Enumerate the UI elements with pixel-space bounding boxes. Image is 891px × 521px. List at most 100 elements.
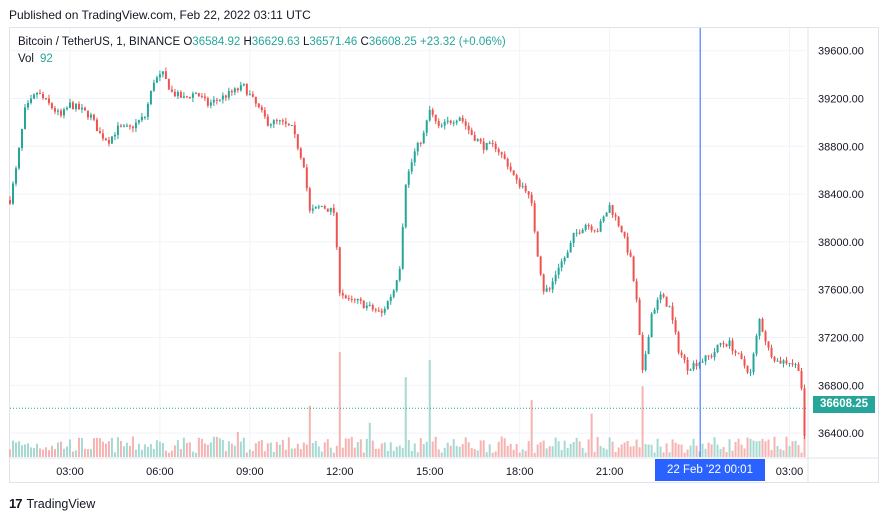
candle-body bbox=[473, 135, 476, 141]
volume-bar bbox=[650, 444, 653, 457]
candle-body bbox=[629, 252, 632, 257]
volume-bar bbox=[89, 448, 92, 457]
candle-body bbox=[563, 257, 566, 262]
volume-bar bbox=[458, 446, 461, 457]
candle-body bbox=[308, 188, 311, 211]
candle-body bbox=[590, 226, 593, 231]
volume-bar bbox=[731, 450, 734, 457]
candle-body bbox=[215, 99, 218, 101]
candle-body bbox=[365, 305, 368, 308]
volume-bar bbox=[758, 440, 761, 457]
candle-body bbox=[536, 231, 539, 257]
candle-body bbox=[422, 132, 425, 144]
candle-body bbox=[146, 104, 149, 117]
volume-bar bbox=[710, 444, 713, 457]
candle-body bbox=[161, 71, 164, 75]
volume-bar bbox=[20, 445, 23, 457]
candle-body bbox=[419, 142, 422, 144]
volume-bar bbox=[344, 438, 347, 457]
candle-body bbox=[275, 120, 278, 122]
candle-body bbox=[65, 107, 68, 110]
volume-bar bbox=[86, 449, 89, 457]
candle-body bbox=[782, 360, 785, 364]
volume-bar bbox=[407, 439, 410, 457]
volume-bar bbox=[599, 445, 602, 457]
volume-bar bbox=[476, 450, 479, 457]
candle-body bbox=[407, 171, 410, 185]
volume-bar bbox=[323, 442, 326, 457]
volume-bar bbox=[47, 450, 50, 457]
volume-bar bbox=[392, 450, 395, 457]
volume-bar bbox=[431, 441, 434, 457]
candle-body bbox=[92, 114, 95, 120]
volume-bar bbox=[311, 442, 314, 457]
volume-bar bbox=[215, 436, 218, 457]
volume-bar bbox=[284, 449, 287, 457]
volume-bar bbox=[794, 440, 797, 457]
last-price-tag: 36608.25 bbox=[813, 396, 875, 413]
candle-body bbox=[740, 353, 743, 359]
candle-body bbox=[770, 347, 773, 358]
volume-bar bbox=[386, 450, 389, 457]
volume-bar bbox=[689, 445, 692, 457]
volume-bar bbox=[110, 437, 113, 457]
volume-bar bbox=[671, 439, 674, 457]
candle-body bbox=[350, 298, 353, 300]
candle-body bbox=[68, 102, 71, 108]
candle-body bbox=[86, 110, 89, 118]
close-label: C bbox=[360, 36, 369, 48]
volume-bar bbox=[752, 440, 755, 457]
volume-bar bbox=[383, 442, 386, 457]
volume-bar bbox=[653, 452, 656, 457]
volume-bar bbox=[521, 449, 524, 457]
volume-bar bbox=[554, 437, 557, 457]
volume-bar bbox=[131, 436, 134, 457]
volume-bar bbox=[620, 444, 623, 457]
volume-bar bbox=[206, 444, 209, 457]
volume-bar bbox=[443, 447, 446, 457]
tradingview-brand[interactable]: 17 TradingView bbox=[9, 496, 95, 511]
candle-body bbox=[299, 148, 302, 158]
candle-body bbox=[677, 332, 680, 353]
volume-bar bbox=[746, 437, 749, 457]
volume-bar bbox=[560, 449, 563, 457]
volume-bar bbox=[779, 449, 782, 457]
volume-bar bbox=[776, 445, 779, 457]
candle-body bbox=[260, 107, 263, 111]
volume-bar bbox=[791, 441, 794, 457]
volume-bar bbox=[545, 448, 548, 457]
volume-bar bbox=[161, 443, 164, 457]
candle-body bbox=[599, 221, 602, 232]
candle-body bbox=[620, 225, 623, 233]
candle-body bbox=[89, 114, 92, 118]
volume-bar bbox=[242, 437, 245, 457]
candle-body bbox=[74, 103, 77, 110]
candle-body bbox=[134, 122, 137, 129]
volume-bar bbox=[734, 442, 737, 457]
volume-bar bbox=[410, 450, 413, 457]
candle-body bbox=[29, 98, 32, 103]
candle-body bbox=[494, 143, 497, 150]
candle-body bbox=[557, 267, 560, 275]
candle-body bbox=[689, 369, 692, 371]
candle-body bbox=[236, 88, 239, 91]
candle-body bbox=[104, 138, 107, 141]
volume-bar bbox=[308, 405, 311, 457]
candle-body bbox=[77, 103, 80, 110]
volume-bar bbox=[665, 443, 668, 457]
volume-bar bbox=[401, 447, 404, 457]
volume-bar bbox=[662, 452, 665, 457]
volume-bar bbox=[704, 448, 707, 457]
volume-bar bbox=[452, 439, 455, 457]
volume-bar bbox=[743, 448, 746, 457]
volume-bar bbox=[116, 437, 119, 457]
volume-bar bbox=[428, 359, 431, 457]
candle-body bbox=[506, 158, 509, 167]
candle-body bbox=[728, 340, 731, 347]
volume-bar bbox=[191, 451, 194, 457]
volume-bar bbox=[470, 448, 473, 457]
volume-bar bbox=[566, 448, 569, 457]
volume-bar bbox=[299, 449, 302, 457]
candle-body bbox=[323, 206, 326, 209]
